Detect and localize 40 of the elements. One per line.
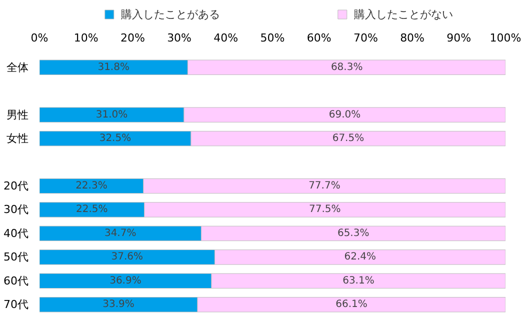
- x-tick-label: 20%: [120, 32, 145, 44]
- data-label: 65.3%: [337, 228, 370, 239]
- y-tick-label: 女性: [6, 132, 28, 146]
- data-label: 33.9%: [102, 299, 134, 310]
- data-label: 68.3%: [330, 62, 363, 73]
- data-label: 31.8%: [98, 62, 130, 73]
- data-label: 69.0%: [328, 109, 361, 120]
- data-label: 62.4%: [344, 252, 376, 263]
- data-label: 77.7%: [308, 180, 340, 192]
- data-label: 63.1%: [342, 275, 374, 286]
- y-tick-label: 20代: [4, 180, 29, 192]
- x-tick-label: 40%: [214, 32, 238, 44]
- x-tick-label: 100%: [490, 32, 522, 44]
- x-tick-label: 80%: [400, 32, 425, 44]
- data-label: 66.1%: [336, 299, 368, 310]
- y-tick-label: 男性: [6, 108, 28, 122]
- x-tick-label: 30%: [167, 32, 192, 44]
- x-tick-label: 90%: [446, 32, 472, 44]
- data-label: 31.0%: [96, 109, 128, 120]
- x-tick-label: 0%: [30, 32, 48, 44]
- x-tick-label: 10%: [74, 32, 98, 44]
- data-label: 67.5%: [332, 133, 364, 144]
- y-tick-label: 70代: [4, 298, 29, 312]
- y-tick-label: 30代: [4, 203, 29, 216]
- data-label: 32.5%: [99, 133, 132, 144]
- data-label: 77.5%: [309, 204, 341, 216]
- legend-label: 購入したことがない: [354, 8, 454, 21]
- y-tick-label: 50代: [4, 250, 29, 264]
- x-tick-label: 70%: [353, 32, 378, 44]
- y-tick-label: 40代: [4, 226, 29, 240]
- y-tick-label: 60代: [4, 274, 29, 288]
- x-tick-label: 50%: [260, 32, 285, 44]
- data-label: 37.6%: [111, 252, 144, 263]
- x-tick-label: 60%: [306, 32, 332, 44]
- data-label: 36.9%: [110, 275, 142, 286]
- y-tick-label: 全体: [6, 60, 28, 74]
- data-label: 22.5%: [76, 204, 108, 216]
- legend-label: 購入したことがある: [121, 8, 220, 21]
- data-label: 34.7%: [104, 228, 136, 239]
- data-label: 22.3%: [76, 180, 108, 192]
